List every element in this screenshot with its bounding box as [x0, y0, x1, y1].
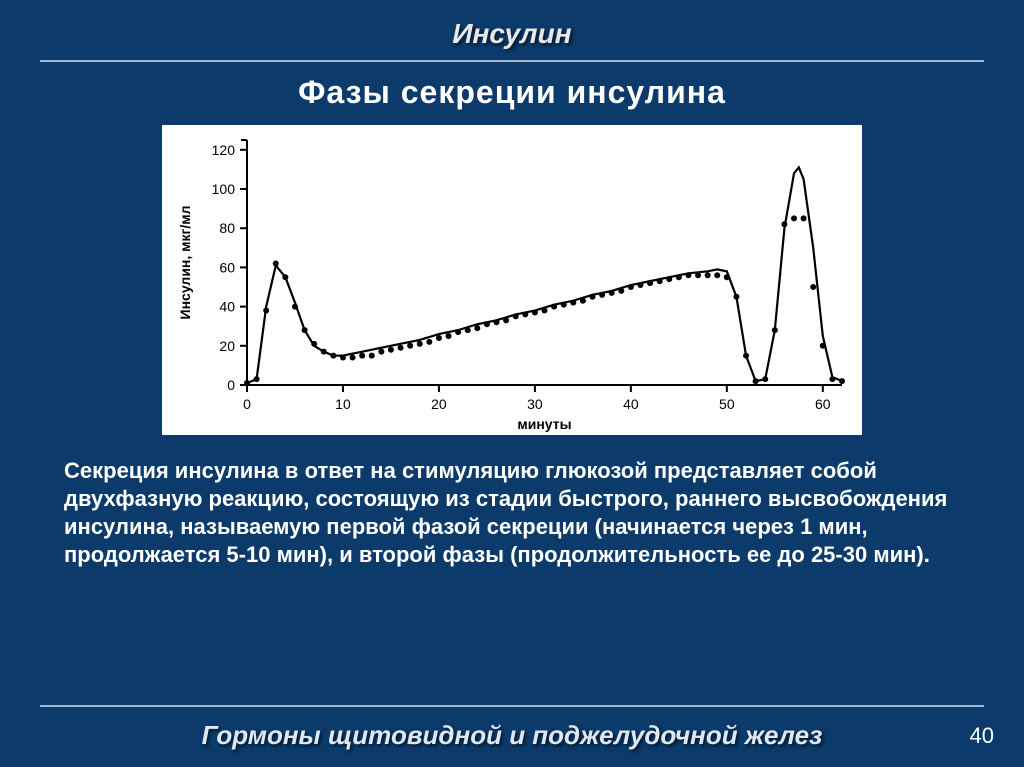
- divider-top: [40, 60, 984, 62]
- insulin-chart: 0 20 40 60 80 100 120 0 10 20 30 40 50 60 Инсулин, мкг…: [162, 125, 862, 435]
- svg-text:10: 10: [335, 396, 351, 412]
- slide-subtitle: Фазы секреции инсулина: [0, 74, 1024, 111]
- svg-text:100: 100: [212, 181, 236, 197]
- svg-text:60: 60: [815, 396, 831, 412]
- svg-text:20: 20: [219, 338, 235, 354]
- svg-text:30: 30: [527, 396, 543, 412]
- svg-text:80: 80: [219, 220, 235, 236]
- divider-bottom: [40, 705, 984, 707]
- svg-text:20: 20: [431, 396, 447, 412]
- slide-body-text: Секреция инсулина в ответ на стимуляцию …: [64, 457, 960, 570]
- svg-text:60: 60: [219, 259, 235, 275]
- svg-text:Инсулин, мкг/мл: Инсулин, мкг/мл: [177, 206, 193, 320]
- svg-text:0: 0: [243, 396, 251, 412]
- svg-text:40: 40: [623, 396, 639, 412]
- slide-header: Инсулин: [0, 18, 1024, 50]
- chart-container: 0 20 40 60 80 100 120 0 10 20 30 40 50 60 Инсулин, мкг…: [162, 125, 862, 435]
- svg-text:50: 50: [719, 396, 735, 412]
- slide-footer: Гормоны щитовидной и поджелудочной желез: [0, 720, 1024, 751]
- svg-text:минуты: минуты: [517, 416, 571, 432]
- page-number: 40: [970, 723, 994, 749]
- svg-text:120: 120: [212, 142, 236, 158]
- svg-text:40: 40: [219, 299, 235, 315]
- svg-text:0: 0: [227, 377, 235, 393]
